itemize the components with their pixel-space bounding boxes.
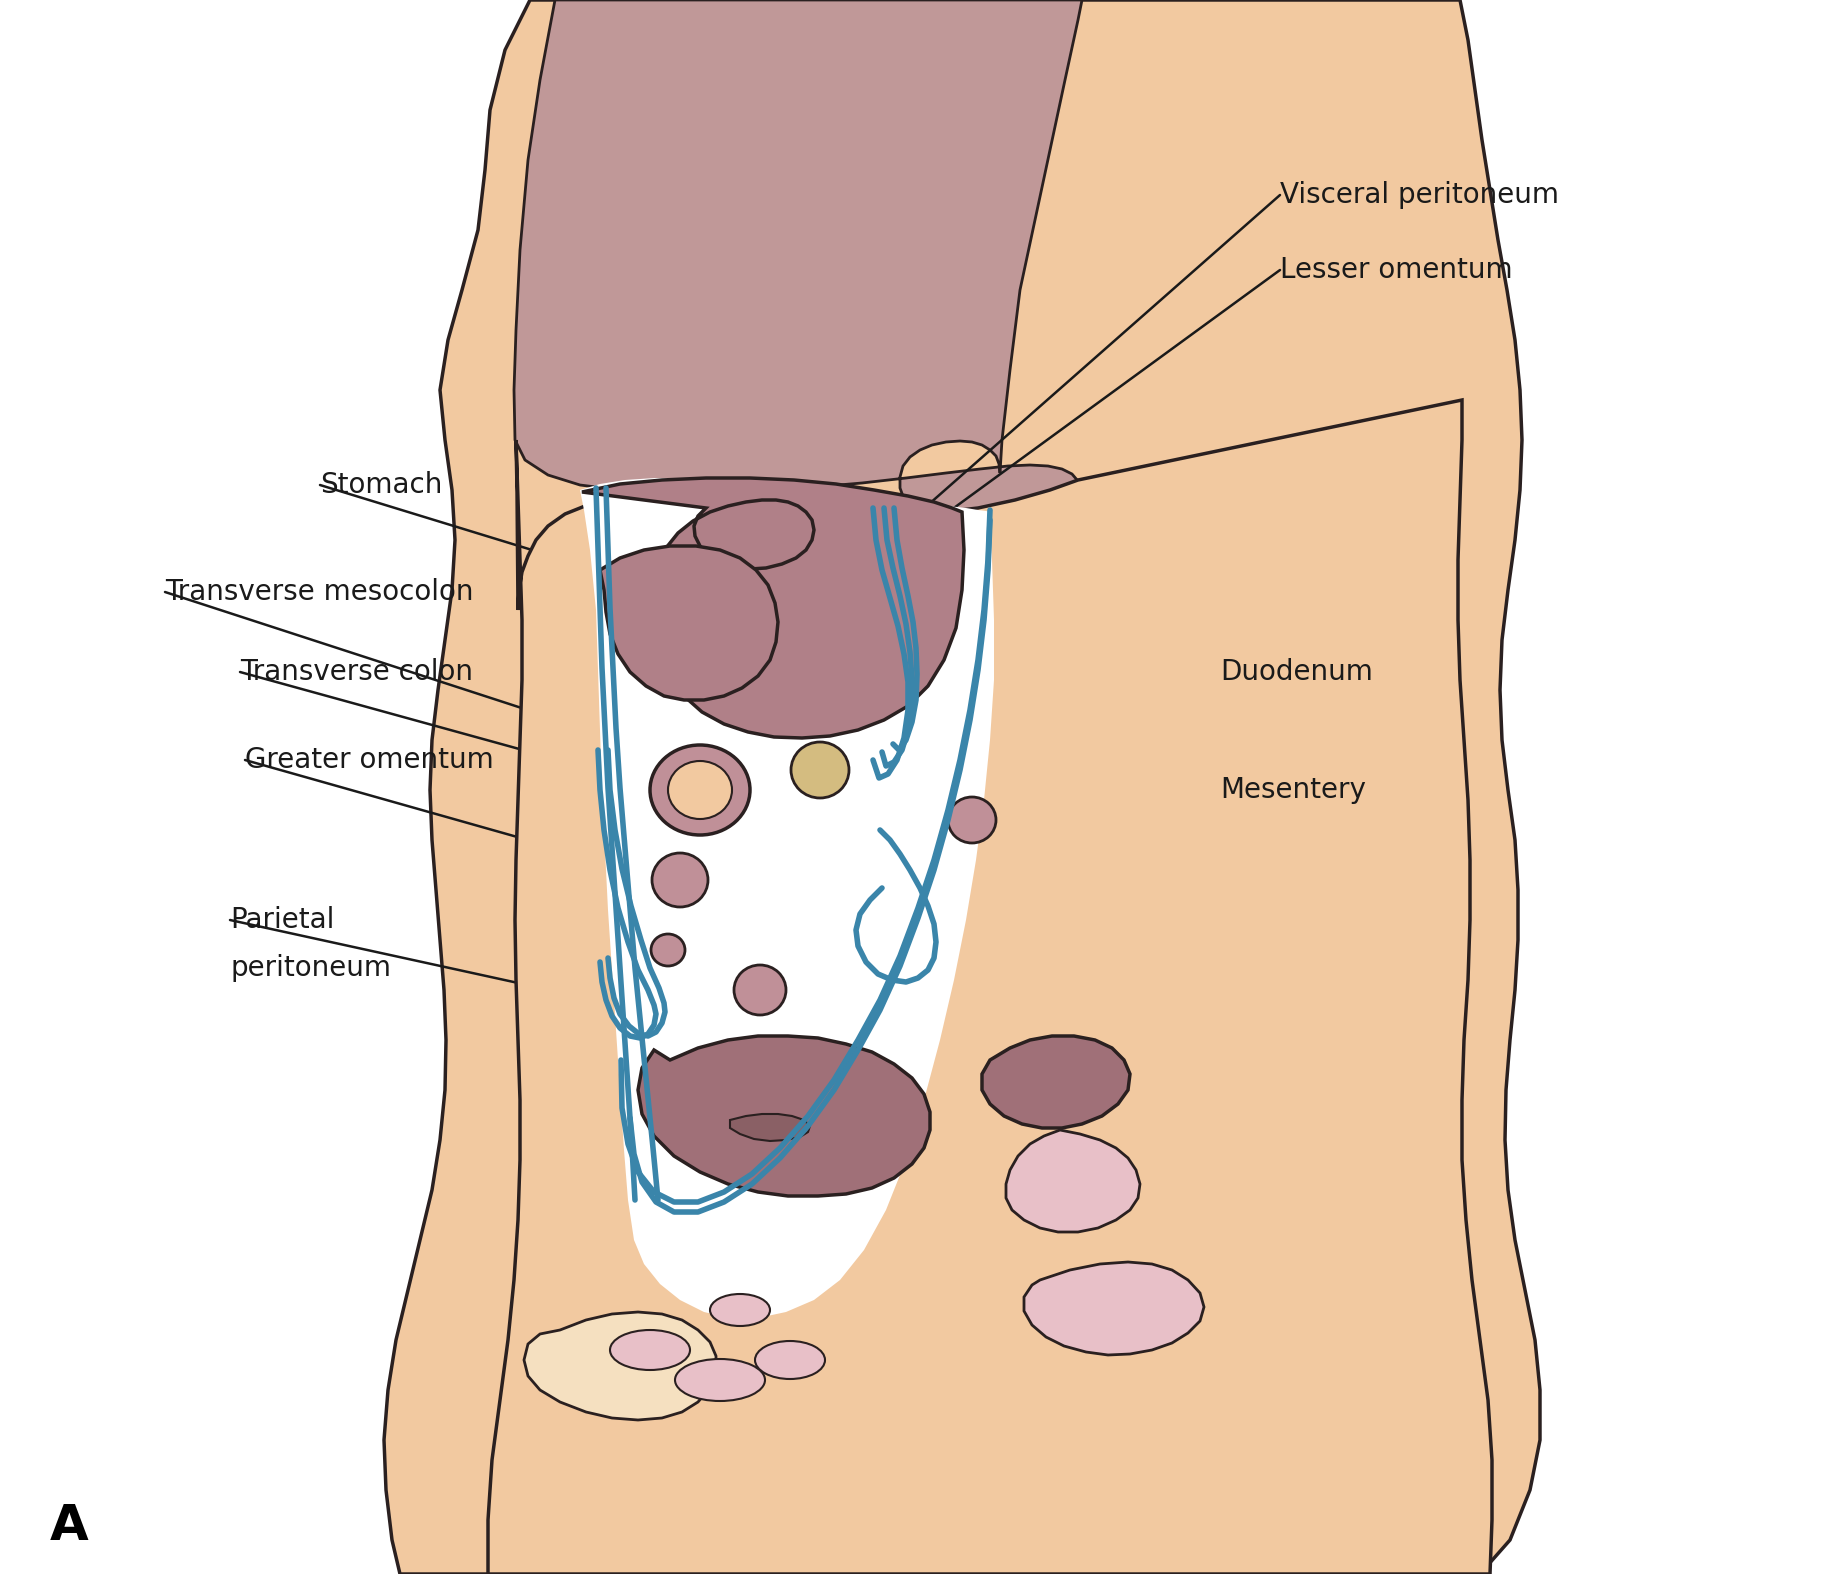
Polygon shape — [581, 478, 993, 1317]
Ellipse shape — [754, 1341, 825, 1379]
Ellipse shape — [652, 853, 708, 907]
Polygon shape — [513, 0, 1083, 532]
Polygon shape — [601, 546, 778, 700]
Text: A: A — [49, 1502, 89, 1550]
Ellipse shape — [734, 965, 785, 1015]
Polygon shape — [582, 478, 964, 738]
Polygon shape — [524, 1313, 716, 1420]
Ellipse shape — [676, 1358, 765, 1401]
Polygon shape — [637, 1036, 929, 1196]
Text: peritoneum: peritoneum — [230, 954, 391, 982]
Ellipse shape — [791, 741, 849, 798]
Polygon shape — [730, 1114, 811, 1141]
Text: Lesser omentum: Lesser omentum — [1280, 257, 1512, 283]
Text: Parietal: Parietal — [230, 907, 334, 933]
Ellipse shape — [668, 760, 732, 818]
Ellipse shape — [948, 796, 995, 844]
Polygon shape — [1006, 1130, 1139, 1232]
Polygon shape — [383, 0, 1539, 1574]
Text: Greater omentum: Greater omentum — [245, 746, 493, 774]
Text: Transverse colon: Transverse colon — [239, 658, 473, 686]
Text: Visceral peritoneum: Visceral peritoneum — [1280, 181, 1559, 209]
Text: Mesentery: Mesentery — [1220, 776, 1366, 804]
Polygon shape — [1024, 1262, 1203, 1355]
Ellipse shape — [650, 745, 750, 834]
Polygon shape — [488, 400, 1492, 1574]
Ellipse shape — [652, 933, 685, 966]
Text: Stomach: Stomach — [320, 471, 442, 499]
Ellipse shape — [710, 1294, 771, 1325]
Polygon shape — [982, 1036, 1130, 1129]
Text: Transverse mesocolon: Transverse mesocolon — [164, 578, 473, 606]
Text: Duodenum: Duodenum — [1220, 658, 1373, 686]
Ellipse shape — [610, 1330, 690, 1369]
